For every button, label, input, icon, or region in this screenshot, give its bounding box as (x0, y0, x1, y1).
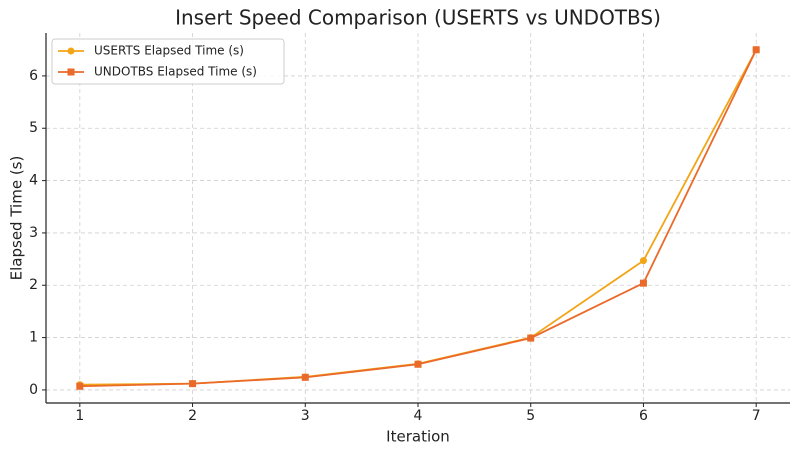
x-tick-label: 5 (526, 408, 535, 424)
marker (76, 382, 84, 390)
y-tick-label: 1 (29, 330, 38, 346)
x-tick-label: 4 (414, 408, 423, 424)
x-tick-label: 3 (301, 408, 310, 424)
marker (752, 46, 760, 54)
x-tick-label: 6 (639, 408, 648, 424)
legend-label: USERTS Elapsed Time (s) (94, 44, 244, 58)
legend-box (51, 38, 285, 85)
marker (639, 257, 647, 265)
y-tick-label: 2 (29, 277, 38, 293)
x-axis-label: Iteration (386, 428, 450, 446)
marker (414, 360, 422, 368)
x-tick-label: 2 (188, 408, 197, 424)
y-tick-label: 6 (29, 68, 38, 84)
marker (639, 279, 647, 287)
marker (527, 334, 535, 342)
legend-marker (67, 68, 75, 76)
marker (301, 373, 309, 381)
x-tick-label: 7 (752, 408, 761, 424)
y-tick-label: 0 (29, 382, 38, 398)
legend-marker (67, 47, 75, 55)
y-axis-label: Elapsed Time (s) (8, 156, 26, 281)
legend-label: UNDOTBS Elapsed Time (s) (94, 65, 257, 79)
y-tick-label: 4 (29, 173, 38, 189)
marker (189, 380, 197, 388)
chart-title: Insert Speed Comparison (USERTS vs UNDOT… (175, 6, 661, 30)
y-tick-label: 3 (29, 225, 38, 241)
y-tick-label: 5 (29, 120, 38, 136)
x-tick-label: 1 (75, 408, 84, 424)
legend: USERTS Elapsed Time (s) UNDOTBS Elapsed T… (51, 38, 285, 85)
